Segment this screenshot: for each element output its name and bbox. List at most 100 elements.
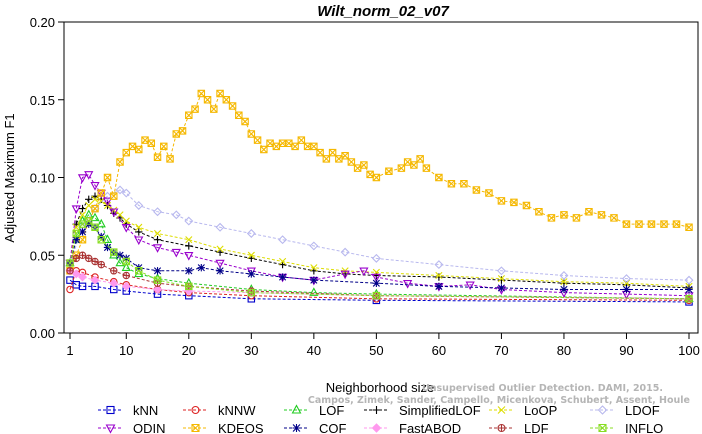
data-point: [110, 248, 118, 256]
data-point: [78, 235, 87, 244]
data-point: [685, 223, 693, 232]
legend-item-fastabod: FastABOD: [364, 421, 461, 434]
data-point: [91, 223, 99, 232]
y-tick-label: 0.00: [30, 326, 55, 341]
data-point: [66, 276, 74, 284]
data-point: [328, 148, 337, 157]
data-point: [684, 275, 694, 285]
data-point: [435, 271, 443, 280]
legend-item-knnw: kNNW: [183, 403, 256, 418]
data-point: [371, 253, 381, 263]
legend-item-odin: ODIN: [98, 421, 166, 434]
data-point: [135, 267, 143, 275]
data-point: [215, 222, 225, 232]
data-point: [410, 161, 418, 169]
data-point: [647, 220, 656, 228]
data-point: [672, 220, 681, 228]
data-point: [110, 192, 118, 200]
x-tick-label: 1: [66, 343, 73, 358]
data-point: [278, 273, 287, 281]
data-point: [535, 207, 543, 216]
legend-label: FastABOD: [399, 421, 461, 434]
data-point: [134, 236, 144, 246]
data-point: [597, 211, 606, 219]
data-point: [85, 201, 93, 210]
data-point: [115, 185, 125, 195]
data-point: [122, 257, 131, 266]
data-point: [90, 182, 100, 191]
data-point: [496, 266, 506, 276]
data-point: [403, 158, 412, 166]
data-point: [153, 207, 163, 217]
data-point: [597, 405, 608, 415]
series-line: [69, 279, 690, 303]
data-point: [272, 142, 281, 151]
data-point: [191, 405, 200, 415]
data-point: [366, 170, 374, 179]
data-point: [71, 269, 81, 279]
data-point: [253, 136, 262, 144]
data-point: [403, 279, 413, 289]
y-tick-label: 0.05: [30, 248, 55, 263]
data-point: [121, 188, 131, 198]
x-tick-label: 50: [369, 343, 383, 358]
data-point: [105, 424, 116, 434]
data-point: [297, 136, 306, 144]
series-loop: [66, 195, 693, 290]
data-point: [121, 224, 131, 233]
data-point: [598, 423, 607, 433]
data-point: [241, 117, 249, 126]
series-line: [69, 92, 690, 271]
data-point: [116, 158, 124, 166]
data-point: [102, 197, 113, 207]
data-point: [91, 204, 99, 213]
data-point: [166, 155, 174, 163]
x-axis-label: Neighborhood size: [326, 380, 434, 395]
data-point: [341, 151, 349, 160]
plot-series: [65, 89, 694, 306]
data-point: [78, 204, 87, 213]
data-point: [316, 148, 324, 157]
data-point: [141, 136, 149, 144]
data-point: [102, 234, 113, 243]
data-point: [185, 111, 193, 120]
data-point: [147, 139, 156, 148]
legend-label: LDOF: [625, 403, 660, 418]
legend: kNN kNNW LOF SimplifiedLOF LoOP LDOF ODIN KDEOS…: [98, 403, 663, 434]
data-point: [109, 278, 119, 288]
legend-label: KDEOS: [218, 421, 264, 434]
data-point: [266, 139, 274, 148]
data-point: [197, 89, 206, 98]
data-point: [485, 189, 493, 197]
x-tick-label: 60: [432, 343, 446, 358]
data-point: [310, 264, 318, 272]
data-point: [685, 295, 693, 303]
series-line: [69, 223, 689, 290]
data-point: [210, 105, 218, 113]
data-point: [153, 236, 162, 244]
legend-label: LDF: [524, 421, 549, 434]
data-point: [435, 173, 443, 182]
data-point: [353, 164, 362, 172]
data-point: [397, 164, 406, 172]
legend-item-ldof: LDOF: [590, 403, 660, 418]
data-point: [128, 142, 137, 151]
data-point: [522, 201, 531, 210]
data-point: [309, 287, 319, 296]
x-tick-label: 30: [244, 343, 258, 358]
data-point: [78, 251, 87, 259]
y-tick-label: 0.10: [30, 171, 55, 186]
data-point: [121, 262, 131, 271]
data-point: [216, 245, 224, 253]
data-point: [72, 223, 80, 231]
data-point: [422, 164, 431, 172]
data-point: [153, 267, 162, 275]
data-point: [635, 220, 643, 228]
data-point: [85, 254, 93, 263]
data-point: [278, 257, 287, 266]
data-point: [185, 236, 193, 244]
legend-item-inflo: INFLO: [590, 421, 663, 434]
data-point: [171, 210, 181, 220]
legend-label: SimplifiedLOF: [399, 403, 481, 418]
data-point: [559, 270, 569, 280]
